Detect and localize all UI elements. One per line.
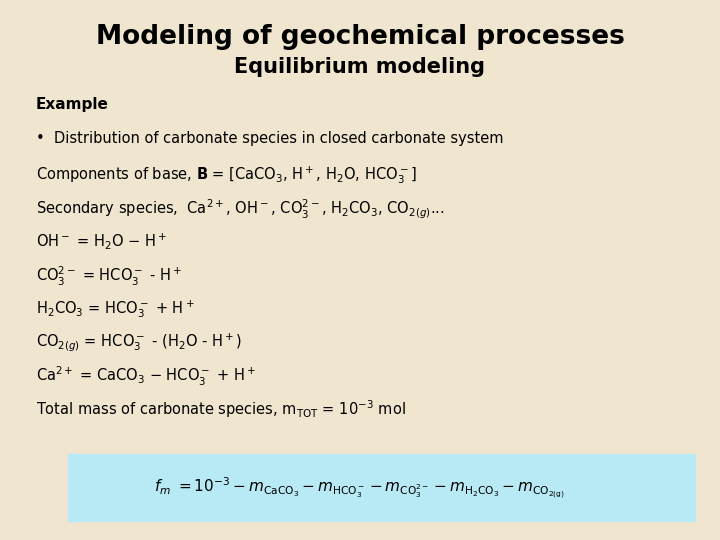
Text: $f_m \ = 10^{-3} - m_{\rm CaCO_3} - m_{\rm HCO_3^-} - m_{\rm CO_3^{2-}} - m_{\rm: $f_m \ = 10^{-3} - m_{\rm CaCO_3} - m_{\… xyxy=(155,475,565,500)
Text: Total mass of carbonate species, m$_{\rm TOT}$ = 10$^{-3}$ mol: Total mass of carbonate species, m$_{\rm… xyxy=(36,399,406,420)
Text: Secondary species,  Ca$^{2+}$, OH$^-$, CO$_3^{2-}$, H$_2$CO$_3$, CO$_{2(g)}$...: Secondary species, Ca$^{2+}$, OH$^-$, CO… xyxy=(36,198,444,221)
Text: CO$_{2(g)}$ = HCO$_3^-$ - (H$_2$O - H$^+$): CO$_{2(g)}$ = HCO$_3^-$ - (H$_2$O - H$^+… xyxy=(36,332,242,354)
Text: Modeling of geochemical processes: Modeling of geochemical processes xyxy=(96,24,624,50)
Text: Ca$^{2+}$ = CaCO$_3$ $-$ HCO$_3^-$ + H$^+$: Ca$^{2+}$ = CaCO$_3$ $-$ HCO$_3^-$ + H$^… xyxy=(36,365,256,388)
Text: H$_2$CO$_3$ = HCO$_3^-$ + H$^+$: H$_2$CO$_3$ = HCO$_3^-$ + H$^+$ xyxy=(36,298,194,320)
Text: OH$^-$ = H$_2$O $-$ H$^+$: OH$^-$ = H$_2$O $-$ H$^+$ xyxy=(36,231,167,251)
Text: Equilibrium modeling: Equilibrium modeling xyxy=(235,57,485,77)
Text: CO$_3^{2-}$ = HCO$_3^-$ - H$^+$: CO$_3^{2-}$ = HCO$_3^-$ - H$^+$ xyxy=(36,265,182,288)
Text: Components of base, $\bf{B}$ = [CaCO$_3$, H$^+$, H$_2$O, HCO$_3^-$]: Components of base, $\bf{B}$ = [CaCO$_3$… xyxy=(36,164,417,186)
Text: •  Distribution of carbonate species in closed carbonate system: • Distribution of carbonate species in c… xyxy=(36,131,503,146)
FancyBboxPatch shape xyxy=(68,454,695,521)
Text: Example: Example xyxy=(36,97,109,112)
